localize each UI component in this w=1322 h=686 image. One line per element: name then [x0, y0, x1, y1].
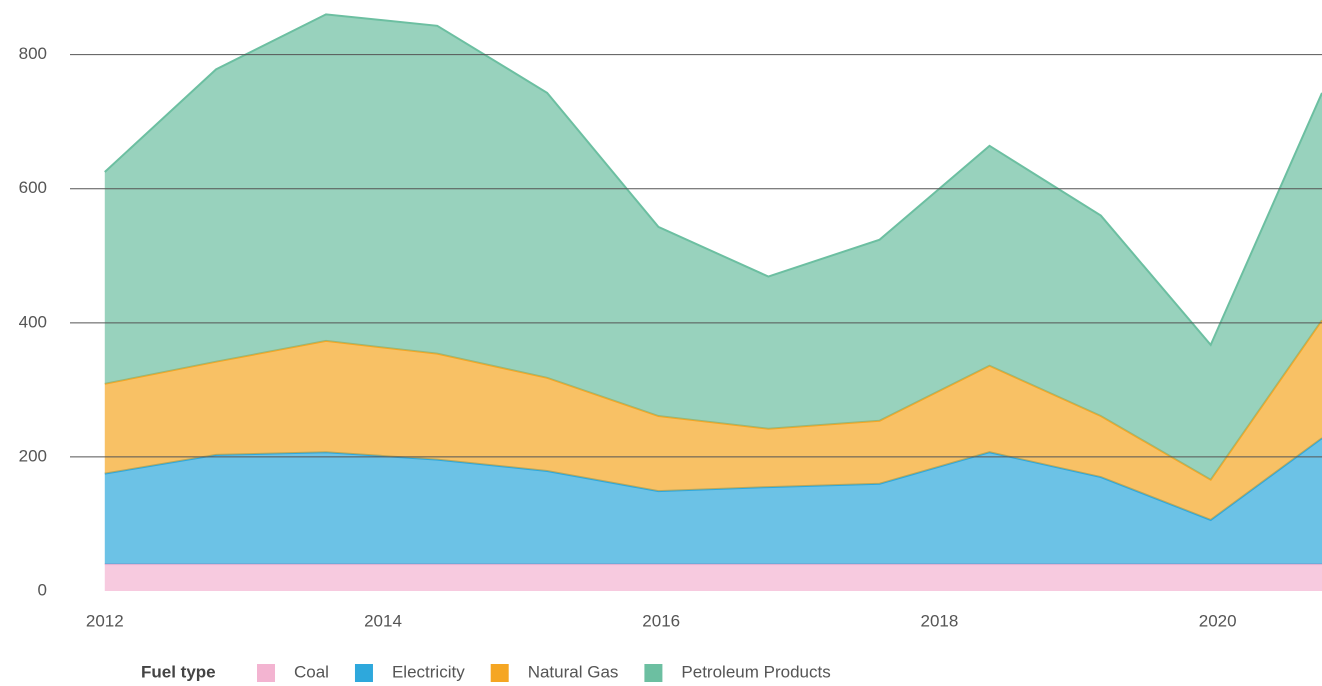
legend-label: Electricity: [392, 662, 465, 681]
legend-swatch: [257, 664, 275, 682]
grid: [70, 54, 1322, 458]
legend-title: Fuel type: [141, 662, 216, 681]
y-tick-label: 400: [19, 312, 47, 331]
area: [104, 564, 1322, 591]
x-tick-label: 2018: [921, 611, 959, 630]
x-tick-label: 2016: [642, 611, 680, 630]
area: [104, 438, 1322, 565]
legend-swatch: [644, 664, 663, 682]
area-line: [104, 13, 1322, 347]
legend: Fuel type Coal Electricity Natural Gas Petr…: [141, 662, 831, 682]
area: [104, 14, 1322, 480]
x-tick-label: 2012: [86, 611, 124, 630]
area-line: [104, 437, 1322, 522]
legend-label: Coal: [294, 662, 329, 681]
y-tick-label: 800: [19, 44, 47, 63]
legend-swatch: [354, 664, 373, 682]
y-tick-label: 0: [38, 580, 47, 599]
legend-label: Natural Gas: [528, 662, 619, 681]
x-tick-label: 2014: [364, 611, 402, 630]
y-tick-label: 600: [19, 178, 47, 197]
legend-swatch: [490, 664, 509, 682]
x-tick-label: 2020: [1199, 611, 1237, 630]
plot-area: [104, 13, 1322, 591]
axes: 0 200 400 600 800 2012 2014 2016 2018 2020: [19, 44, 1237, 630]
legend-label: Petroleum Products: [681, 662, 830, 681]
y-tick-label: 200: [19, 446, 47, 465]
area: [104, 320, 1322, 520]
